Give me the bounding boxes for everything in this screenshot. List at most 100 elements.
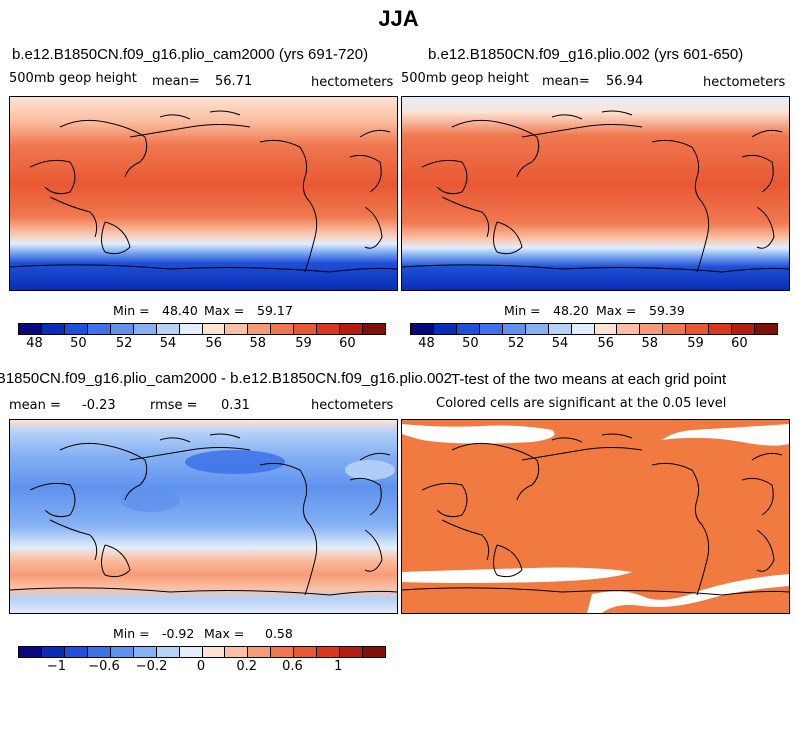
colorbar-swatch [179, 324, 203, 334]
colorbar-swatch [479, 324, 503, 334]
colorbar-swatch [248, 647, 272, 657]
colorbar-swatch [225, 647, 249, 657]
colorbar-swatch [133, 324, 157, 334]
colorbar-swatch [363, 324, 385, 334]
colorbar-swatch [502, 324, 526, 334]
colorbar-tick-label: 50 [70, 336, 87, 351]
colorbar-swatch [294, 647, 318, 657]
colorbar-tick-label: 54 [551, 336, 569, 351]
colorbar-swatch [202, 324, 226, 334]
case1-max-label: Max = [204, 303, 245, 318]
colorbar-swatch [548, 324, 572, 334]
case1-max-value: 59.17 [257, 303, 293, 318]
colorbar-tick-label: 56 [597, 336, 615, 351]
colorbar-tick-label: 60 [339, 336, 356, 351]
colorbar-swatch [456, 324, 480, 334]
diff-units: hectometers [311, 398, 394, 413]
colorbar-swatch [411, 324, 434, 334]
ttest-map [401, 419, 790, 614]
colorbar-swatch [225, 324, 249, 334]
case1-mean-label: mean= [152, 74, 200, 89]
colorbar-tick-label: 0 [196, 659, 206, 674]
colorbar-swatch [19, 647, 42, 657]
colorbar-tick-label: 50 [462, 336, 479, 351]
colorbar-swatch [110, 324, 134, 334]
colorbar-swatch [87, 324, 111, 334]
case1-colorbar [18, 323, 386, 335]
ttest-title: T-test of the two means at each grid poi… [451, 371, 727, 388]
colorbar-tick-label: 58 [249, 336, 266, 351]
diff-min-label: Min = [113, 626, 150, 641]
colorbar-swatch [271, 647, 295, 657]
diff-min-value: -0.92 [162, 626, 195, 641]
colorbar-swatch [41, 647, 65, 657]
case2-max-label: Max = [596, 303, 637, 318]
colorbar-tick-label: 59 [687, 336, 704, 351]
colorbar-tick-label: 60 [731, 336, 748, 351]
colorbar-swatch [663, 324, 687, 334]
colorbar-tick-label: −0.6 [88, 659, 120, 674]
colorbar-swatch [87, 647, 111, 657]
case2-units: hectometers [703, 75, 786, 90]
colorbar-tick-label: 0.6 [282, 659, 303, 674]
diff-rmse-value: 0.31 [221, 398, 250, 413]
colorbar-swatch [755, 324, 777, 334]
case2-variable: 500mb geop height [401, 71, 529, 86]
diff-title-clip: b.e12.B1850CN.f09_g16.plio_cam2000 - b.e… [0, 370, 452, 390]
colorbar-swatch [19, 324, 42, 334]
colorbar-tick-label: 1 [334, 659, 343, 674]
colorbar-tick-label: 54 [159, 336, 177, 351]
diff-title: b.e12.B1850CN.f09_g16.plio_cam2000 - b.e… [0, 370, 452, 387]
colorbar-swatch [686, 324, 710, 334]
colorbar-swatch [363, 647, 385, 657]
colorbar-tick-label: 56 [205, 336, 223, 351]
case2-colorbar [410, 323, 778, 335]
diff-map [9, 419, 398, 614]
diff-max-label: Max = [204, 626, 245, 641]
colorbar-swatch [709, 324, 733, 334]
colorbar-swatch [156, 647, 180, 657]
diff-max-value: 0.58 [265, 626, 293, 641]
case2-min-label: Min = [504, 303, 541, 318]
colorbar-swatch [317, 324, 341, 334]
colorbar-tick-label: 48 [418, 336, 435, 351]
diff-heatmap [10, 420, 397, 613]
case1-mean-value: 56.71 [215, 74, 253, 89]
case2-heatmap [402, 97, 789, 290]
colorbar-tick-label: 59 [295, 336, 312, 351]
colorbar-swatch [248, 324, 272, 334]
case1-heatmap [10, 97, 397, 290]
case2-mean-value: 56.94 [606, 74, 644, 89]
colorbar-tick-label: 0.2 [236, 659, 258, 674]
colorbar-swatch [732, 324, 756, 334]
colorbar-tick-label: 52 [507, 336, 525, 351]
colorbar-tick-label: 52 [115, 336, 133, 351]
colorbar-swatch [340, 647, 364, 657]
case2-min-value: 48.20 [553, 303, 589, 318]
case2-max-value: 59.39 [649, 303, 685, 318]
colorbar-swatch [640, 324, 664, 334]
case1-variable: 500mb geop height [9, 71, 137, 86]
diff-mean-value: -0.23 [82, 398, 116, 413]
colorbar-swatch [156, 324, 180, 334]
colorbar-tick-label: −1 [46, 659, 67, 674]
diff-colorbar [18, 646, 386, 658]
colorbar-swatch [571, 324, 595, 334]
colorbar-swatch [133, 647, 157, 657]
case1-min-label: Min = [113, 303, 150, 318]
diff-rmse-label: rmse = [150, 398, 198, 413]
colorbar-swatch [294, 324, 318, 334]
colorbar-swatch [64, 647, 88, 657]
colorbar-swatch [340, 324, 364, 334]
colorbar-tick-label: 58 [641, 336, 658, 351]
case1-min-value: 48.40 [162, 303, 198, 318]
case2-title: b.e12.B1850CN.f09_g16.plio.002 (yrs 601-… [428, 46, 744, 63]
colorbar-swatch [179, 647, 203, 657]
colorbar-swatch [433, 324, 457, 334]
diff-mean-label: mean = [9, 398, 61, 413]
colorbar-swatch [317, 647, 341, 657]
figure-title: JJA [378, 6, 419, 31]
colorbar-tick-label: −0.2 [135, 659, 168, 674]
case1-units: hectometers [311, 75, 394, 90]
colorbar-tick-label: 48 [26, 336, 43, 351]
